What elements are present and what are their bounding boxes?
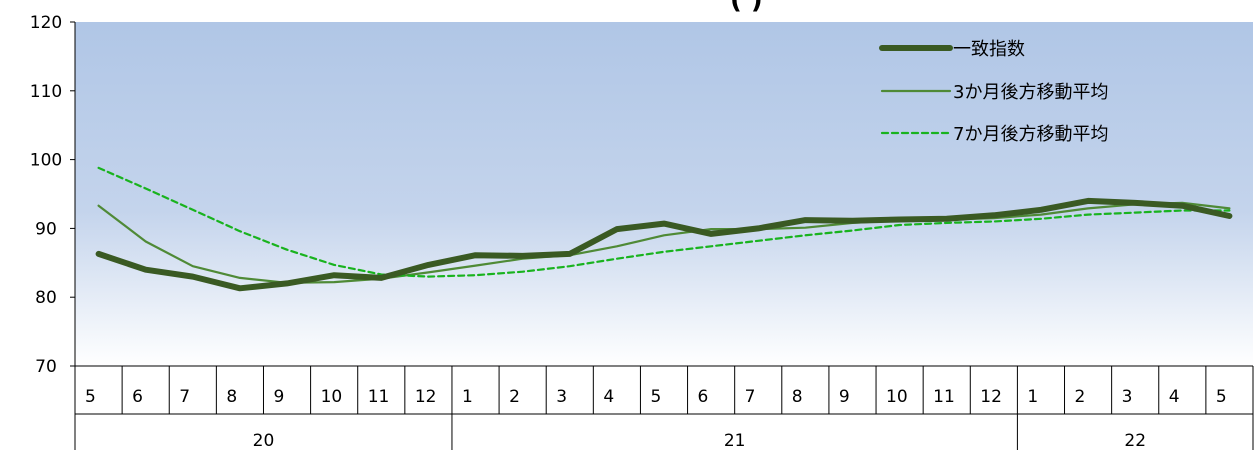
axes bbox=[74, 22, 1254, 450]
legend-label: 7か月後方移動平均 bbox=[953, 124, 1108, 145]
x-tick-label: 7 bbox=[179, 387, 190, 407]
x-category-table: 5 6 7 8 9 10 11 12 1 2 3 4 5 6 7 8 9 10 11 12 1 2 3 4 520 21 22 bbox=[85, 366, 1227, 450]
legend: 一致指数 3か月後方移動平均 7か月後方移動平均 bbox=[879, 39, 1108, 145]
x-tick-label: 5 bbox=[1216, 387, 1227, 407]
series-lines bbox=[95, 166, 1233, 292]
x-tick-label: 6 bbox=[132, 387, 143, 407]
x-tick-label: 10 bbox=[886, 387, 908, 407]
x-tick-label: 11 bbox=[368, 387, 390, 407]
y-tick-label: 100 bbox=[30, 151, 62, 171]
y-tick-labels: 70 80 90 100 110 120 bbox=[30, 13, 75, 377]
x-tick-label: 2 bbox=[1075, 387, 1086, 407]
year-label: 22 bbox=[1124, 431, 1146, 450]
x-tick-label: 9 bbox=[839, 387, 850, 407]
y-tick-label: 80 bbox=[35, 288, 57, 308]
x-tick-label: 8 bbox=[226, 387, 237, 407]
series-line-3 bbox=[97, 166, 1231, 278]
chart-title-fragment: ( ) bbox=[730, 0, 763, 15]
series-line-1 bbox=[95, 197, 1233, 292]
year-label: 20 bbox=[253, 431, 275, 450]
y-tick-label: 110 bbox=[30, 82, 62, 102]
x-tick-label: 4 bbox=[603, 387, 614, 407]
year-label: 21 bbox=[724, 431, 746, 450]
x-tick-label: 5 bbox=[85, 387, 96, 407]
x-tick-label: 3 bbox=[556, 387, 567, 407]
plot-background bbox=[75, 22, 1253, 366]
legend-label: 一致指数 bbox=[953, 39, 1025, 60]
x-tick-label: 4 bbox=[1169, 387, 1180, 407]
x-tick-label: 12 bbox=[415, 387, 437, 407]
x-tick-label: 1 bbox=[1027, 387, 1038, 407]
x-tick-label: 5 bbox=[650, 387, 661, 407]
x-tick-label: 10 bbox=[321, 387, 343, 407]
x-tick-label: 7 bbox=[745, 387, 756, 407]
y-tick-label: 120 bbox=[30, 13, 62, 33]
legend-label: 3か月後方移動平均 bbox=[953, 82, 1108, 103]
x-tick-label: 8 bbox=[792, 387, 803, 407]
y-tick-label: 90 bbox=[35, 219, 57, 239]
x-tick-label: 11 bbox=[933, 387, 955, 407]
y-tick-label: 70 bbox=[35, 357, 57, 377]
x-tick-label: 12 bbox=[980, 387, 1002, 407]
x-tick-label: 1 bbox=[462, 387, 473, 407]
x-tick-label: 2 bbox=[509, 387, 520, 407]
x-tick-label: 6 bbox=[698, 387, 709, 407]
x-tick-label: 9 bbox=[273, 387, 284, 407]
x-tick-label: 3 bbox=[1122, 387, 1133, 407]
